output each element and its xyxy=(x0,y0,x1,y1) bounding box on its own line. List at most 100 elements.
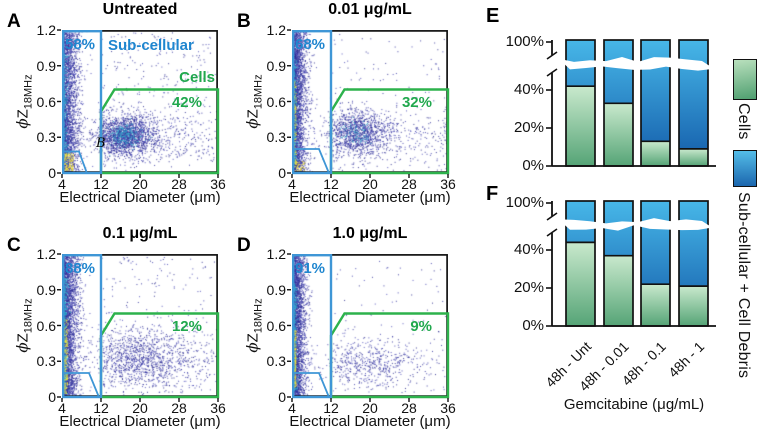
break-slash xyxy=(546,51,558,60)
bar-y-tick-label: 20% xyxy=(513,119,544,136)
x-tick-label: 12 xyxy=(93,400,109,416)
bar-y-tick-label: 100% xyxy=(505,194,544,211)
bar-green-segment xyxy=(566,242,595,326)
x-tick-label: 36 xyxy=(440,176,456,192)
break-slash xyxy=(546,68,558,77)
x-tick-label: 12 xyxy=(323,400,339,416)
y-tick-label: 0.3 xyxy=(266,353,286,370)
scatter-panel-d: D 1.0 μg/mL ϕZ18MHz 91% 9% Electrical Di… xyxy=(230,224,460,448)
y-tick-label: 0.9 xyxy=(36,281,56,298)
x-axis-label: Electrical Diameter (μm) xyxy=(59,189,221,206)
panel-letter: A xyxy=(7,11,21,32)
x-axis-label: Electrical Diameter (μm) xyxy=(289,189,451,206)
gates-overlay xyxy=(57,29,220,178)
x-tick-label: 12 xyxy=(323,176,339,192)
debris-gate xyxy=(63,150,88,173)
x-tick-label: 20 xyxy=(132,176,148,192)
bar-y-tick-label: 0% xyxy=(522,157,544,174)
axis-ticks xyxy=(287,29,449,178)
x-tick-label: 28 xyxy=(171,400,187,416)
y-tick-label: 0 xyxy=(278,389,286,405)
bar-green-segment xyxy=(566,86,595,166)
panel-title: 1.0 μg/mL xyxy=(332,225,408,242)
subcellular-gate xyxy=(62,30,103,175)
cells-gate-label: Cells xyxy=(179,69,215,86)
bar-green-segment xyxy=(679,148,708,166)
bar-charts-region: E F Gemcitabine (μg/mL) Cells Sub-cellul… xyxy=(480,0,760,448)
axis-ticks xyxy=(57,29,219,178)
cells-percent: 12% xyxy=(171,318,202,335)
y-tick-label: 0.3 xyxy=(266,129,286,146)
subcellular-percent: 68% xyxy=(295,36,326,53)
x-axis-label: Electrical Diameter (μm) xyxy=(289,413,451,430)
x-tick-label: 36 xyxy=(210,400,226,416)
y-tick-label: 0.9 xyxy=(266,281,286,298)
x-tick-label: 4 xyxy=(58,176,66,192)
y-tick-label: 1.2 xyxy=(266,246,286,262)
subcellular-percent: 88% xyxy=(65,260,96,277)
panel-letter: B xyxy=(237,11,251,32)
x-tick-label: 4 xyxy=(288,176,296,192)
gates-overlay xyxy=(287,29,450,178)
panel-letter-f: F xyxy=(486,183,499,205)
subcellular-percent: 58% xyxy=(65,36,96,53)
y-tick-label: 0.9 xyxy=(36,57,56,74)
x-tick-label: 28 xyxy=(401,176,417,192)
legend-swatch-cells xyxy=(733,59,757,100)
axis-break-band xyxy=(558,218,716,231)
x-tick-label: 20 xyxy=(132,400,148,416)
panel-letter: C xyxy=(7,235,21,256)
y-tick-label: 0.6 xyxy=(266,93,286,110)
cells-percent: 32% xyxy=(401,94,432,111)
subcellular-gate xyxy=(62,254,103,399)
legend-swatch-subcellular xyxy=(733,150,757,187)
x-tick-label: 20 xyxy=(362,400,378,416)
x-tick-label: 28 xyxy=(171,176,187,192)
panel-title: 0.1 μg/mL xyxy=(102,225,178,242)
bar-y-tick-label: 0% xyxy=(522,317,544,334)
y-tick-label: 0 xyxy=(48,389,56,405)
subcellular-percent: 91% xyxy=(295,260,326,277)
panel-title: Untreated xyxy=(102,1,178,18)
y-tick-label: 0.9 xyxy=(266,57,286,74)
y-tick-label: 0.6 xyxy=(36,93,56,110)
y-tick-label: 1.2 xyxy=(266,22,286,38)
bar-green-segment xyxy=(604,255,633,326)
bar-green-segment xyxy=(679,286,708,326)
cells-percent: 42% xyxy=(171,94,202,111)
y-tick-label: 1.2 xyxy=(36,22,56,38)
scatter-panel-a: A Untreated ϕZ18MHz 58% Sub-cellular Cel… xyxy=(0,0,230,224)
cells-percent: 9% xyxy=(410,318,432,335)
debris-gate xyxy=(63,372,100,397)
bar-y-tick-label: 100% xyxy=(505,33,544,50)
y-tick-label: 0.6 xyxy=(266,317,286,334)
x-tick-label: 28 xyxy=(401,400,417,416)
y-tick-label: 0 xyxy=(48,165,56,181)
x-tick-label: 36 xyxy=(210,176,226,192)
y-tick-label: 0.6 xyxy=(36,317,56,334)
gates-overlay xyxy=(287,253,450,402)
axis-break-band xyxy=(558,57,716,71)
panel-letter: D xyxy=(237,235,251,256)
x-tick-label: 12 xyxy=(93,176,109,192)
x-tick-label: 4 xyxy=(288,400,296,416)
debris-gate-label: B xyxy=(96,136,106,151)
gates-overlay xyxy=(57,253,220,402)
legend-label-subcellular: Sub-cellular + Cell Debris xyxy=(735,192,752,379)
break-slash xyxy=(546,212,558,221)
subcellular-gate xyxy=(292,254,333,399)
y-tick-label: 0.3 xyxy=(36,129,56,146)
y-tick-label: 1.2 xyxy=(36,246,56,262)
break-slash xyxy=(546,228,558,237)
debris-gate xyxy=(293,372,330,397)
bar-green-segment xyxy=(641,284,670,326)
y-tick-label: 0.3 xyxy=(36,353,56,370)
panel-title: 0.01 μg/mL xyxy=(328,1,412,18)
bar-x-axis-label: Gemcitabine (μg/mL) xyxy=(563,396,705,413)
bar-green-segment xyxy=(604,103,633,166)
scatter-panel-b: B 0.01 μg/mL ϕZ18MHz 68% 32% Electrical … xyxy=(230,0,460,224)
stacked-bars-svg xyxy=(546,39,716,327)
bar-y-tick-label: 20% xyxy=(513,279,544,296)
scatter-panel-c: C 0.1 μg/mL ϕZ18MHz 88% 12% Electrical D… xyxy=(0,224,230,448)
subcellular-gate-label: Sub-cellular xyxy=(108,37,194,54)
